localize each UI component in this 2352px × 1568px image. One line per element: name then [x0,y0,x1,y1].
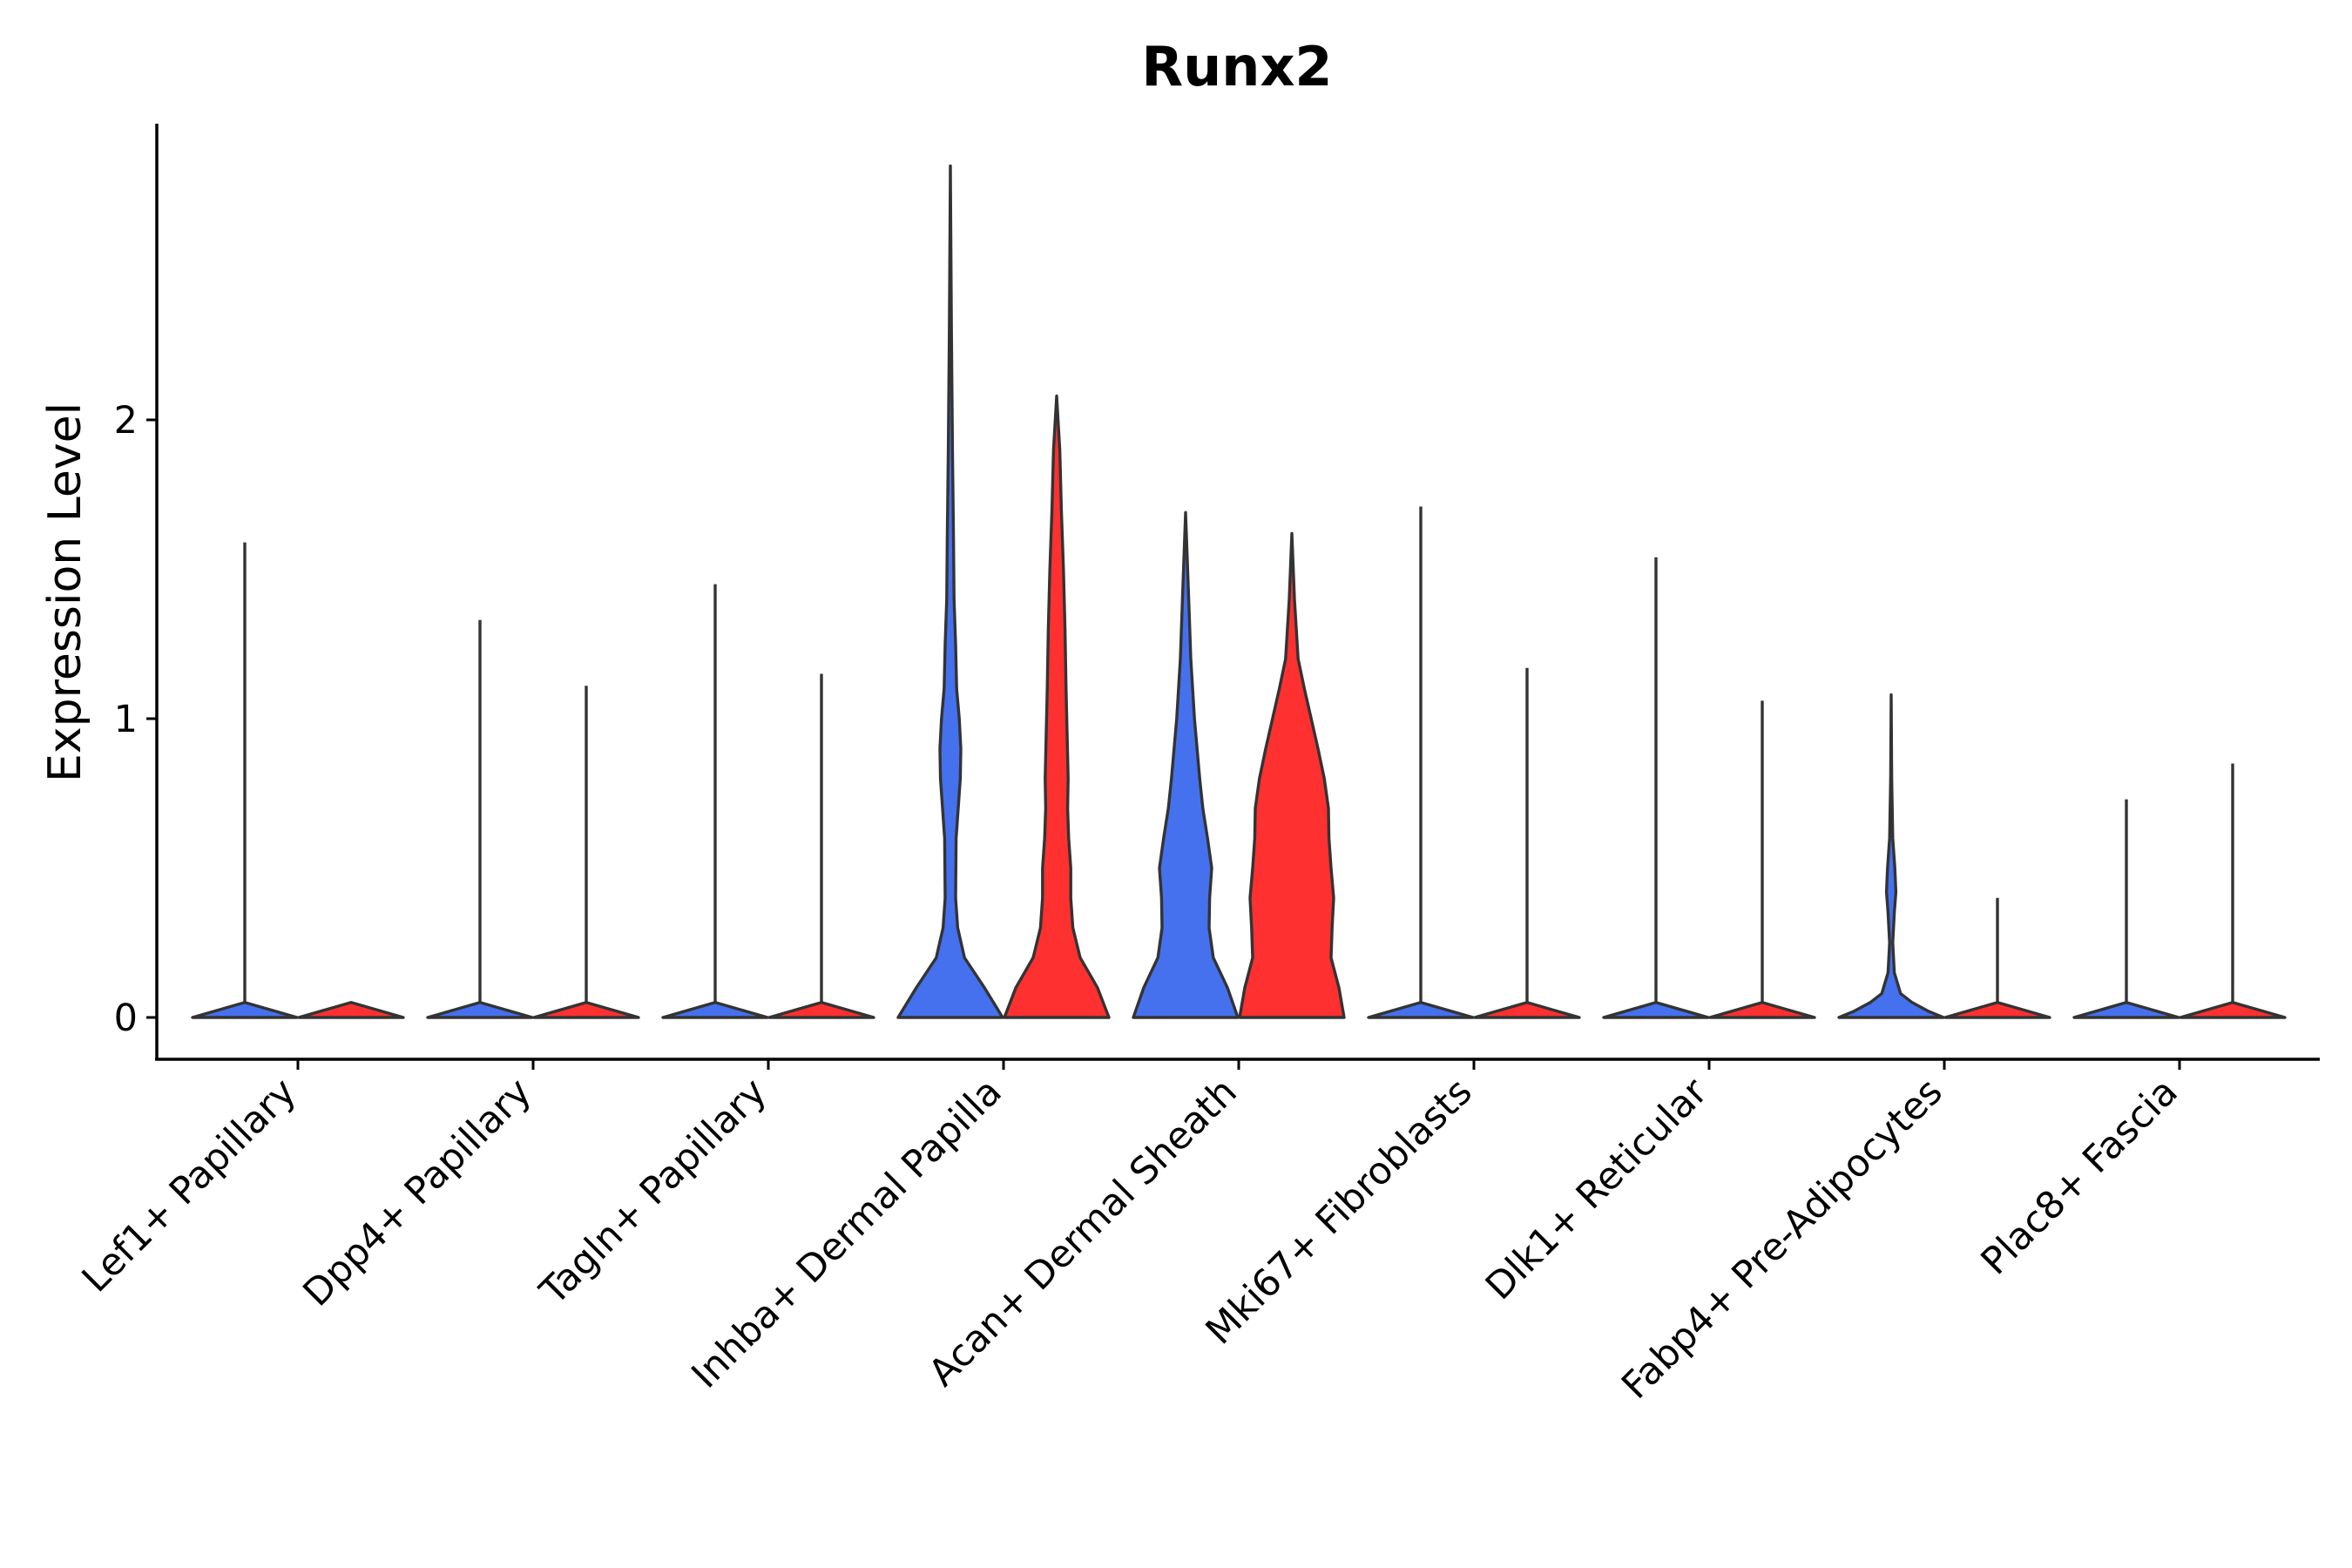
violin-red [1943,1001,2051,1019]
y-tick-label: 0 [114,997,138,1040]
y-axis-label: Expression Level [39,402,91,782]
violin-red [2179,1001,2287,1019]
violin-blue [191,1001,299,1019]
y-ticks: 0 1 2 [114,399,157,1040]
violin-red [297,1001,405,1019]
violin-blue [1837,693,1945,1019]
x-tick-label: Tagln+ Papillary [531,1070,775,1314]
x-tick-label: Dpp4+ Papillary [295,1070,540,1315]
violin-red [1473,1001,1581,1019]
violin-blue [426,1001,534,1019]
violin-blue [1602,1001,1710,1019]
violin-blue [661,1001,769,1019]
violin-red [1238,531,1346,1019]
y-tick-label: 2 [114,399,138,443]
x-tick-label: Plac8+ Fascia [1973,1070,2186,1283]
x-tick-label: Lef1+ Papillary [74,1070,305,1301]
violin-red [1708,1001,1816,1019]
violin-red [532,1001,640,1019]
violins-layer [191,164,2287,1019]
violin-blue [2072,1001,2180,1019]
violin-red [767,1001,875,1019]
y-tick-label: 1 [114,698,138,741]
violin-blue [896,164,1004,1019]
violin-blue [1132,510,1240,1019]
violin-red [1003,394,1111,1019]
violin-blue [1367,1001,1475,1019]
chart-title: Runx2 [1141,35,1332,98]
x-tick-label: Mki67+ Fibroblasts [1198,1070,1481,1353]
x-tick-label: Dlk1+ Reticular [1477,1070,1716,1308]
